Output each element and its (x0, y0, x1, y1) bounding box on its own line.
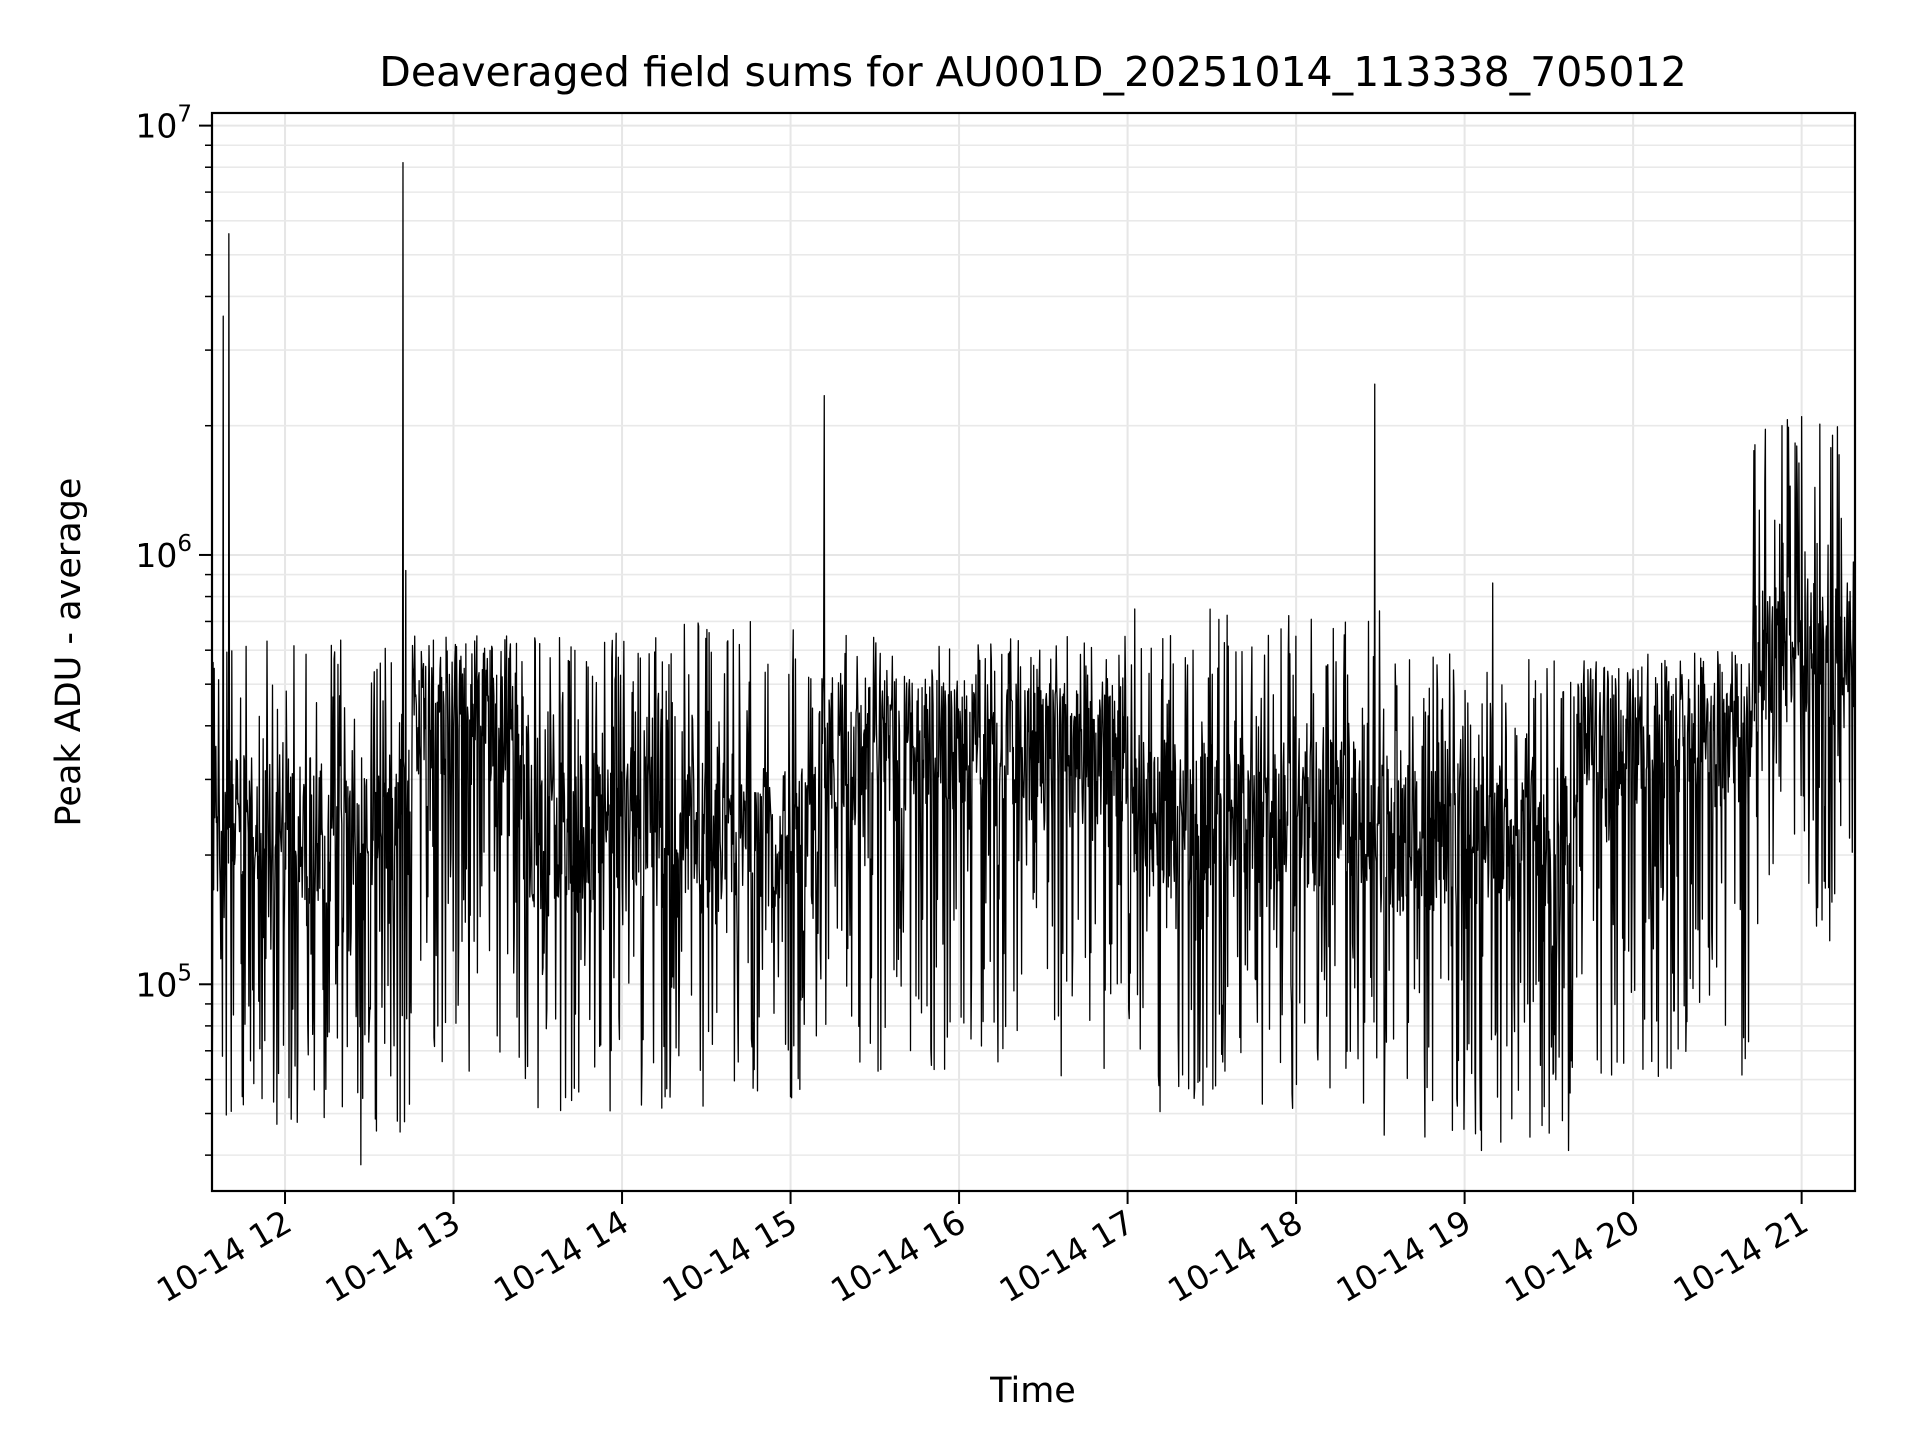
y-tick-label: 107 (135, 102, 192, 146)
y-tick-label: 105 (135, 960, 192, 1004)
series-line (211, 161, 1856, 1166)
y-axis-label: Peak ADU - average (49, 478, 89, 827)
chart-title: Deaveraged field sums for AU001D_2025101… (379, 48, 1686, 96)
data-area (211, 161, 1856, 1166)
x-axis-label: Time (989, 1371, 1076, 1411)
y-tick-label: 106 (135, 531, 192, 575)
plot-frame (210, 111, 1857, 1193)
y-axis: 105 106 107 (135, 102, 212, 1156)
